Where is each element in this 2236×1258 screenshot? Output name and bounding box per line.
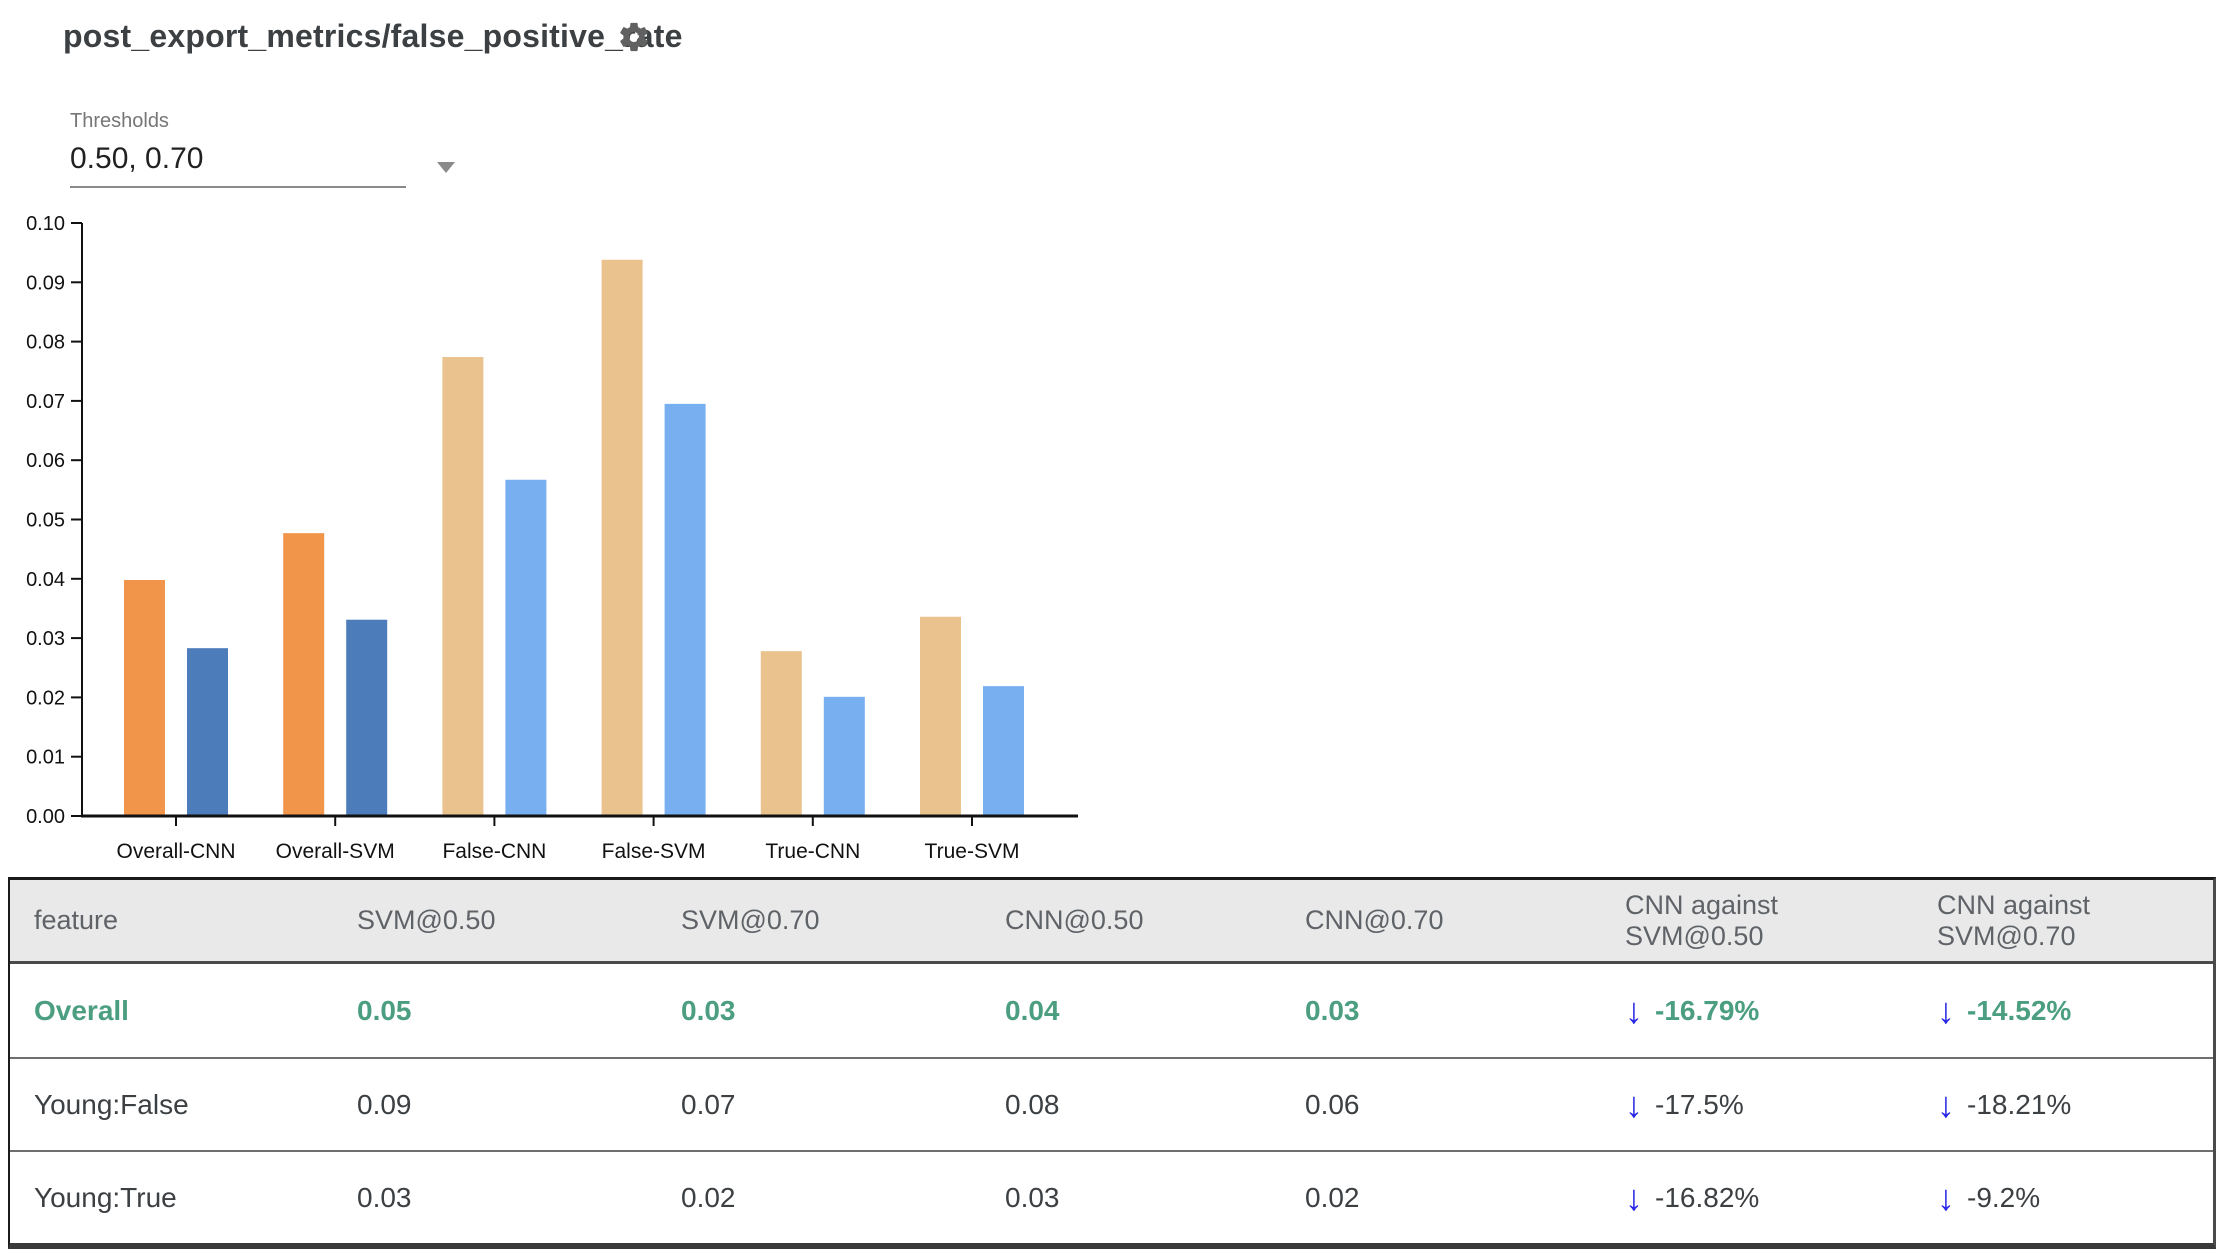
thresholds-value: 0.50, 0.70 xyxy=(70,142,204,175)
feature-label: Young:True xyxy=(34,1181,177,1213)
delta-value: -14.52% xyxy=(1967,994,2072,1026)
y-tick-label: 0.09 xyxy=(26,272,65,294)
delta-value: -9.2% xyxy=(1967,1181,2041,1213)
x-tick-label: True-SVM xyxy=(925,840,1020,863)
settings-gear-icon[interactable] xyxy=(617,20,651,54)
dropdown-arrow-icon xyxy=(437,162,455,173)
bar-series2 xyxy=(664,403,706,816)
arrow-down-icon: ↓ xyxy=(1937,1083,1955,1125)
metric-value: 0.03 xyxy=(1005,1181,1060,1213)
y-tick-label: 0.00 xyxy=(26,806,65,828)
y-tick-label: 0.04 xyxy=(26,569,65,591)
y-tick-label: 0.07 xyxy=(26,391,65,413)
bar-series2 xyxy=(983,686,1024,816)
x-tick-label: Overall-SVM xyxy=(276,840,395,863)
column-header-svm-050: SVM@0.50 xyxy=(357,905,496,935)
metric-value: 0.05 xyxy=(357,994,412,1026)
metric-value: 0.02 xyxy=(1305,1181,1360,1213)
metrics-table: feature SVM@0.50 SVM@0.70 CNN@0.50 CNN@0… xyxy=(8,877,2216,1249)
gear-icon xyxy=(620,22,648,52)
y-tick-label: 0.10 xyxy=(26,213,65,235)
y-tick-label: 0.06 xyxy=(26,450,65,472)
feature-label: Young:False xyxy=(34,1088,189,1120)
arrow-down-icon: ↓ xyxy=(1937,1176,1955,1218)
y-tick-label: 0.01 xyxy=(26,747,65,769)
arrow-down-icon: ↓ xyxy=(1937,989,1955,1031)
delta-cell: ↓ -18.21% xyxy=(1913,1083,2213,1125)
column-header-cnn-050: CNN@0.50 xyxy=(1005,905,1144,935)
thresholds-label: Thresholds xyxy=(70,110,169,132)
select-underline xyxy=(70,186,406,188)
table-row: Young:True 0.03 0.02 0.03 0.02 ↓ -16.82%… xyxy=(10,1150,2213,1243)
column-header-cnn-vs-svm-050: CNN against SVM@0.50 xyxy=(1625,889,1779,951)
bar-series1 xyxy=(760,651,802,816)
column-header-svm-070: SVM@0.70 xyxy=(681,905,820,935)
delta-cell: ↓ -16.82% xyxy=(1601,1176,1913,1218)
bar-series1 xyxy=(601,259,643,816)
delta-cell: ↓ -9.2% xyxy=(1913,1176,2213,1218)
bar-series1 xyxy=(442,357,484,816)
column-header-cnn-vs-svm-070: CNN against SVM@0.70 xyxy=(1937,889,2091,951)
metric-value: 0.02 xyxy=(681,1181,736,1213)
metric-value: 0.04 xyxy=(1005,994,1060,1026)
x-tick-label: True-CNN xyxy=(765,840,860,863)
arrow-down-icon: ↓ xyxy=(1625,989,1643,1031)
bar-series2 xyxy=(823,696,865,816)
thresholds-select[interactable]: Thresholds 0.50, 0.70 xyxy=(70,110,455,192)
bar-series2 xyxy=(187,648,228,816)
metric-value: 0.08 xyxy=(1005,1088,1060,1120)
table-header-row: feature SVM@0.50 SVM@0.70 CNN@0.50 CNN@0… xyxy=(10,880,2213,964)
bar-series1 xyxy=(920,616,961,816)
bar-chart-svg: Overall-CNN Overall-SVM False-CNN False-SVM… xyxy=(26,213,1078,863)
y-tick-label: 0.03 xyxy=(26,628,65,650)
column-header-cnn-070: CNN@0.70 xyxy=(1305,905,1444,935)
x-tick-label: False-SVM xyxy=(602,840,706,863)
bar-series1 xyxy=(124,579,165,816)
bar-chart: Overall-CNN Overall-SVM False-CNN False-SVM… xyxy=(0,150,1110,890)
metric-value: 0.09 xyxy=(357,1088,412,1120)
bar-series1 xyxy=(283,533,325,816)
bar-series2 xyxy=(505,479,547,816)
x-tick-label: False-CNN xyxy=(442,840,546,863)
delta-cell: ↓ -17.5% xyxy=(1601,1083,1913,1125)
arrow-down-icon: ↓ xyxy=(1625,1176,1643,1218)
x-tick-label: Overall-CNN xyxy=(116,840,235,863)
arrow-down-icon: ↓ xyxy=(1625,1083,1643,1125)
delta-value: -18.21% xyxy=(1967,1088,2072,1120)
delta-cell: ↓ -16.79% xyxy=(1601,989,1913,1031)
delta-value: -16.79% xyxy=(1655,994,1760,1026)
y-tick-label: 0.05 xyxy=(26,510,65,532)
table-row: Overall 0.05 0.03 0.04 0.03 ↓ -16.79% ↓ … xyxy=(10,964,2213,1057)
delta-cell: ↓ -14.52% xyxy=(1913,989,2213,1031)
delta-value: -17.5% xyxy=(1655,1088,1744,1120)
feature-label: Overall xyxy=(34,994,129,1026)
y-tick-label: 0.02 xyxy=(26,687,65,709)
y-tick-label: 0.08 xyxy=(26,332,65,354)
table-row: Young:False 0.09 0.07 0.08 0.06 ↓ -17.5%… xyxy=(10,1057,2213,1150)
metric-value: 0.07 xyxy=(681,1088,736,1120)
delta-value: -16.82% xyxy=(1655,1181,1760,1213)
metric-value: 0.03 xyxy=(681,994,736,1026)
metric-value: 0.03 xyxy=(1305,994,1360,1026)
metric-value: 0.03 xyxy=(357,1181,412,1213)
metric-value: 0.06 xyxy=(1305,1088,1360,1120)
bar-series2 xyxy=(346,619,388,816)
page-title: post_export_metrics/false_positive_rate xyxy=(63,18,683,54)
column-header-feature: feature xyxy=(34,905,119,935)
